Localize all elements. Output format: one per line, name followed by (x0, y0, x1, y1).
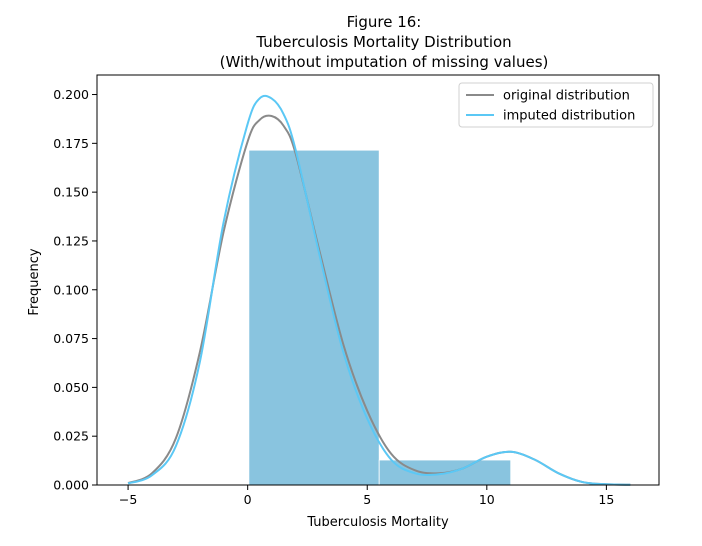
y-tick-label-8: 0.200 (53, 87, 89, 102)
legend-label-1: imputed distribution (503, 109, 635, 124)
series-line-imputed-distribution (127, 94, 631, 486)
title-line-2: Tuberculosis Mortality Distribution (255, 33, 511, 51)
histogram-bar-0 (248, 149, 380, 486)
x-axis-label: Tuberculosis Mortality (306, 515, 449, 530)
chart-title: Figure 16: Tuberculosis Mortality Distri… (220, 13, 549, 71)
plot-frame (96, 74, 660, 486)
title-line-3: (With/without imputation of missing valu… (220, 53, 549, 71)
y-tick-label-1: 0.025 (53, 429, 89, 444)
y-tick-label-4: 0.100 (53, 282, 89, 297)
x-tick-label-3: 10 (479, 492, 495, 507)
y-tick-label-6: 0.150 (53, 185, 89, 200)
x-tick-label-0: −5 (119, 492, 137, 507)
y-tick-label-7: 0.175 (53, 136, 89, 151)
plot-area: −5 0 5 10 15 0.000 0.025 0.050 0.075 0.100 0.125 0.… (53, 74, 660, 507)
y-tick-label-3: 0.075 (53, 331, 89, 346)
y-axis-label: Frequency (27, 248, 42, 315)
title-line-1: Figure 16: (347, 13, 422, 31)
x-tick-label-1: 0 (244, 492, 252, 507)
y-tick-label-2: 0.050 (53, 380, 89, 395)
x-tick-label-2: 5 (363, 492, 371, 507)
y-tick-label-0: 0.000 (53, 478, 89, 493)
legend-box (458, 82, 654, 128)
x-tick-label-4: 15 (598, 492, 614, 507)
y-tick-label-5: 0.125 (53, 233, 89, 248)
legend-label-0: original distribution (503, 89, 630, 104)
